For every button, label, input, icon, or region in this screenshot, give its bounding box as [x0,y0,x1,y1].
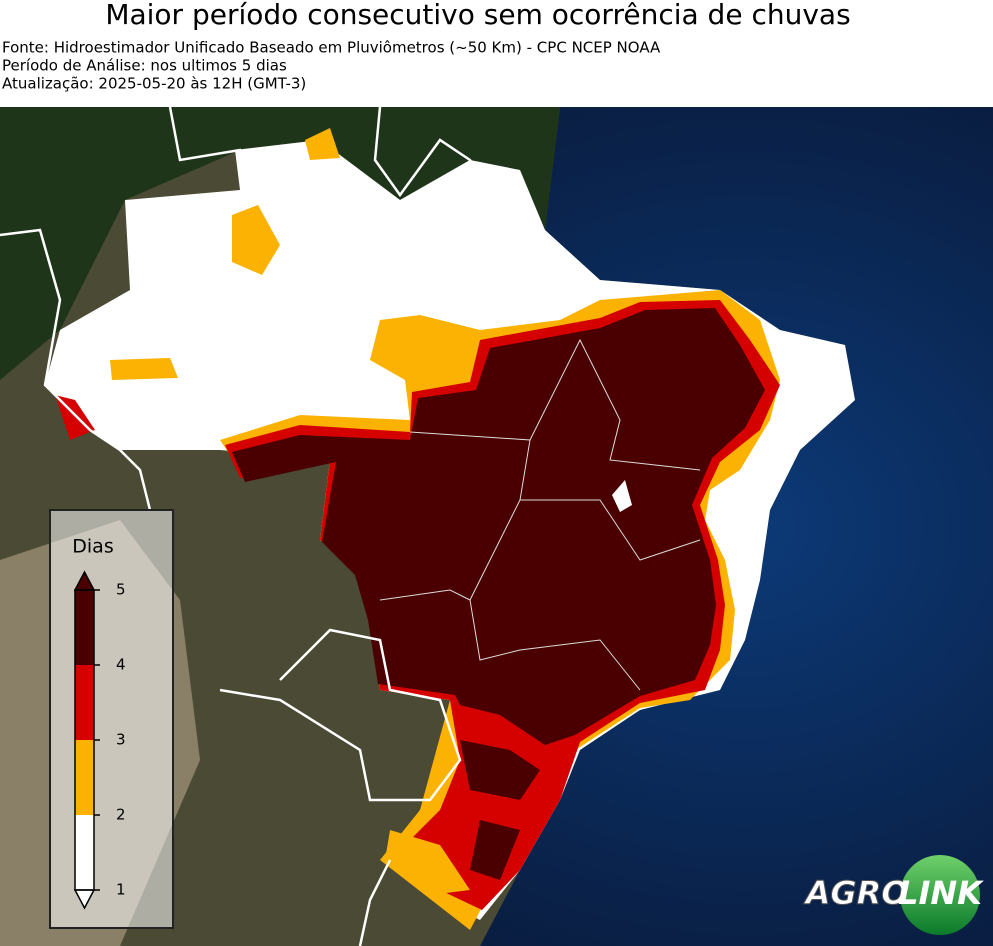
colorbar-tick-label: 5 [116,581,126,599]
forest [0,107,560,380]
logo-left: AGRO [803,874,909,912]
logo-right: LINK [898,874,984,912]
colorbar-tick-label: 4 [116,656,126,674]
borders [0,106,501,946]
state-borders [379,338,701,691]
colorbar-tick-label: 2 [116,806,126,824]
class-region [460,740,540,800]
title: Maior período consecutivo sem ocorrência… [105,0,850,31]
class-region [232,308,765,745]
colorbar-band [75,815,94,890]
class-region [612,480,632,512]
border-line [219,628,462,802]
period-line: Período de Análise: nos ultimos 5 dias [2,57,287,75]
logo-circle [900,855,980,935]
colorbar: 1 2 3 4 5 [73,570,126,910]
state-line [379,589,471,601]
state-line [529,338,701,471]
class-region [110,358,178,380]
border-line [358,859,392,946]
header-bg [0,0,993,107]
source-line: Fonte: Hidroestimador Unificado Baseado … [2,39,661,57]
map [0,106,993,946]
logo: AGRO LINK [802,855,984,935]
border-line [168,106,262,186]
colorbar-tick-label: 1 [116,881,126,899]
legend-box [49,509,174,929]
colorbar-band [75,740,94,815]
state-line [520,499,701,561]
colorbar-tick-label: 3 [116,731,126,749]
border-line [0,228,152,511]
state-line [409,431,531,661]
class-region [232,205,280,275]
class-region [305,128,340,160]
class-region [385,830,470,895]
colorbar-band [75,665,94,740]
update-line: Atualização: 2025-05-20 às 12H (GMT-3) [2,75,306,93]
class-region [470,820,520,880]
border-line [373,106,501,201]
state-line [519,639,641,691]
colorbar-band [75,590,94,665]
legend-title: Dias [72,536,113,558]
legend: Dias 1 2 3 4 5 [49,509,174,929]
